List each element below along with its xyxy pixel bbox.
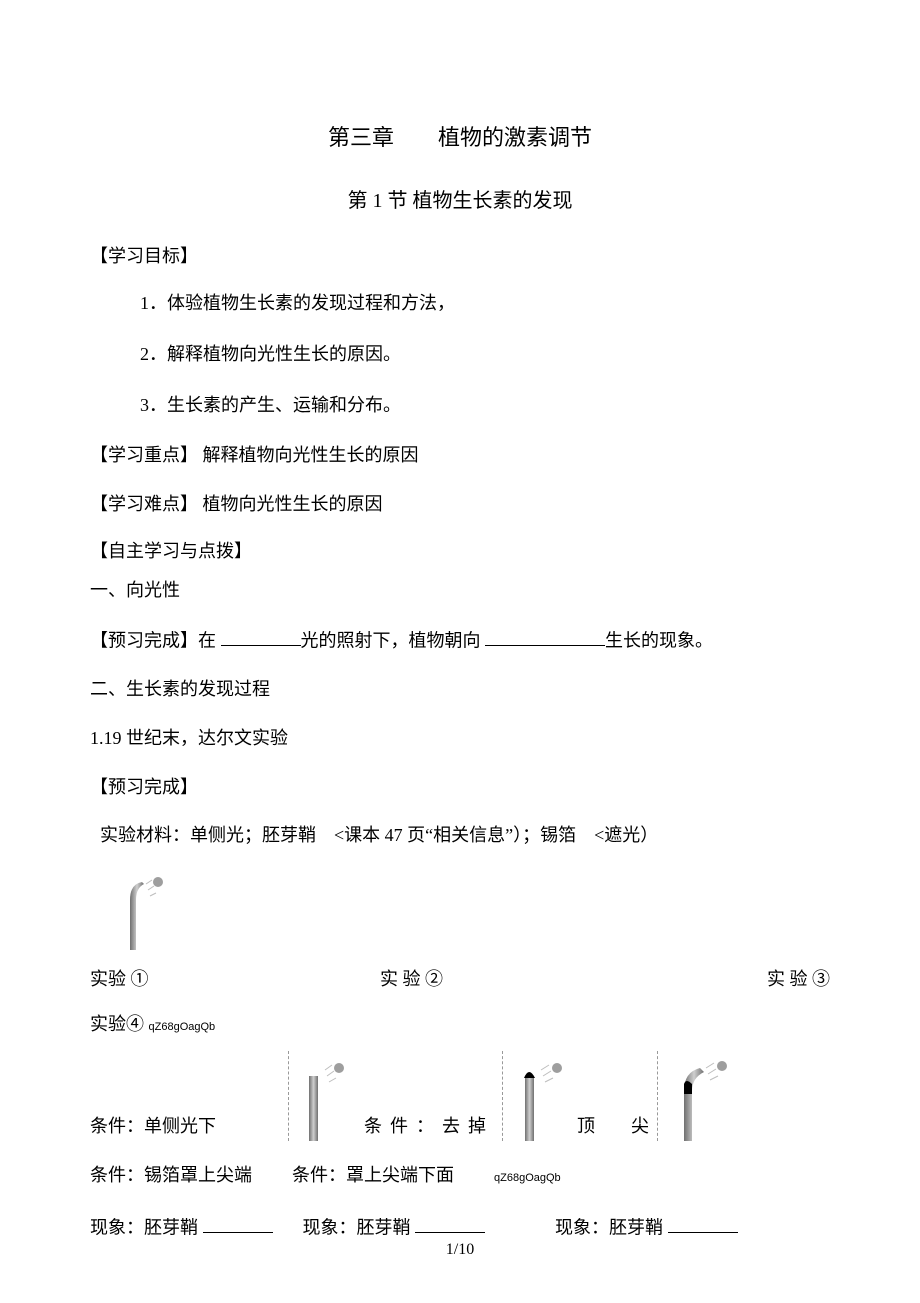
objective-item: 3．生长素的产生、运输和分布。	[140, 391, 830, 420]
label-exp4-line: 实验④ qZ68gOagQb	[90, 1010, 830, 1039]
label-exp2: 实 验 ②	[380, 965, 720, 994]
sec1-prefix: 【预习完成】在	[90, 630, 221, 650]
cond-2: 条件：去掉	[364, 1112, 494, 1141]
conditions-row-2: 条件：锡箔罩上尖端 条件：罩上尖端下面 qZ68gOagQb	[90, 1161, 830, 1190]
cond-3: 条件：锡箔罩上尖端	[90, 1161, 252, 1190]
experiment-figure-3	[511, 1056, 571, 1141]
difficulty: 【学习难点】 植物向光性生长的原因	[90, 490, 830, 519]
difficulty-text: 植物向光性生长的原因	[203, 494, 383, 514]
conditions-block: 条件：单侧光下 条件：去掉 顶 尖	[90, 1051, 830, 1141]
page-number: 1/10	[0, 1237, 920, 1263]
section-title: 第 1 节 植物生长素的发现	[90, 185, 830, 217]
code-text: qZ68gOagQb	[494, 1170, 561, 1188]
keypoint-text: 解释植物向光性生长的原因	[203, 445, 419, 465]
sec2-sub1: 1.19 世纪末，达尔文实验	[90, 724, 830, 753]
sec1-heading: 一、向光性	[90, 576, 830, 605]
experiment-figure-4	[670, 1056, 735, 1141]
cond-4: 条件：罩上尖端下面	[292, 1161, 454, 1190]
objectives-heading: 【学习目标】	[90, 242, 830, 271]
experiment-labels: 实验 ① 实 验 ② 实 验 ③	[90, 965, 830, 994]
chapter-title: 第三章 植物的激素调节	[90, 120, 830, 155]
cond-1: 条件：单侧光下	[90, 1112, 216, 1141]
result-3-text: 现象：胚芽鞘	[555, 1217, 663, 1237]
label-exp4: 实验④	[90, 1014, 144, 1034]
difficulty-label: 【学习难点】	[90, 494, 198, 514]
blank	[668, 1212, 738, 1234]
code-text: qZ68gOagQb	[149, 1021, 216, 1033]
sec2-preview: 【预习完成】	[90, 773, 830, 802]
keypoint: 【学习重点】 解释植物向光性生长的原因	[90, 441, 830, 470]
label-exp3: 实 验 ③	[720, 965, 830, 994]
sec1-fill: 【预习完成】在 光的照射下，植物朝向 生长的现象。	[90, 625, 830, 655]
blank	[203, 1212, 273, 1234]
blank	[485, 625, 605, 647]
blank	[415, 1212, 485, 1234]
figure-row-1	[90, 870, 830, 950]
keypoint-label: 【学习重点】	[90, 445, 198, 465]
divider	[502, 1051, 503, 1141]
result-1-text: 现象：胚芽鞘	[90, 1217, 198, 1237]
result-2-text: 现象：胚芽鞘	[303, 1217, 411, 1237]
experiment-figure-2	[297, 1056, 352, 1141]
objective-item: 2．解释植物向光性生长的原因。	[140, 340, 830, 369]
cond-2-tail: 顶 尖	[577, 1112, 649, 1141]
label-exp1: 实验 ①	[90, 965, 380, 994]
objective-item: 1．体验植物生长素的发现过程和方法，	[140, 289, 830, 318]
divider	[288, 1051, 289, 1141]
sec1-mid: 光的照射下，植物朝向	[301, 630, 486, 650]
experiment-figure-1	[110, 870, 180, 950]
sec2-heading: 二、生长素的发现过程	[90, 675, 830, 704]
sec1-end: 生长的现象。	[605, 630, 713, 650]
divider	[657, 1051, 658, 1141]
selfstudy-heading: 【自主学习与点拨】	[90, 537, 830, 566]
sec2-material: 实验材料：单侧光；胚芽鞘 <课本 47 页“相关信息”）；锡箔 <遮光）	[90, 821, 830, 850]
blank	[221, 625, 301, 647]
